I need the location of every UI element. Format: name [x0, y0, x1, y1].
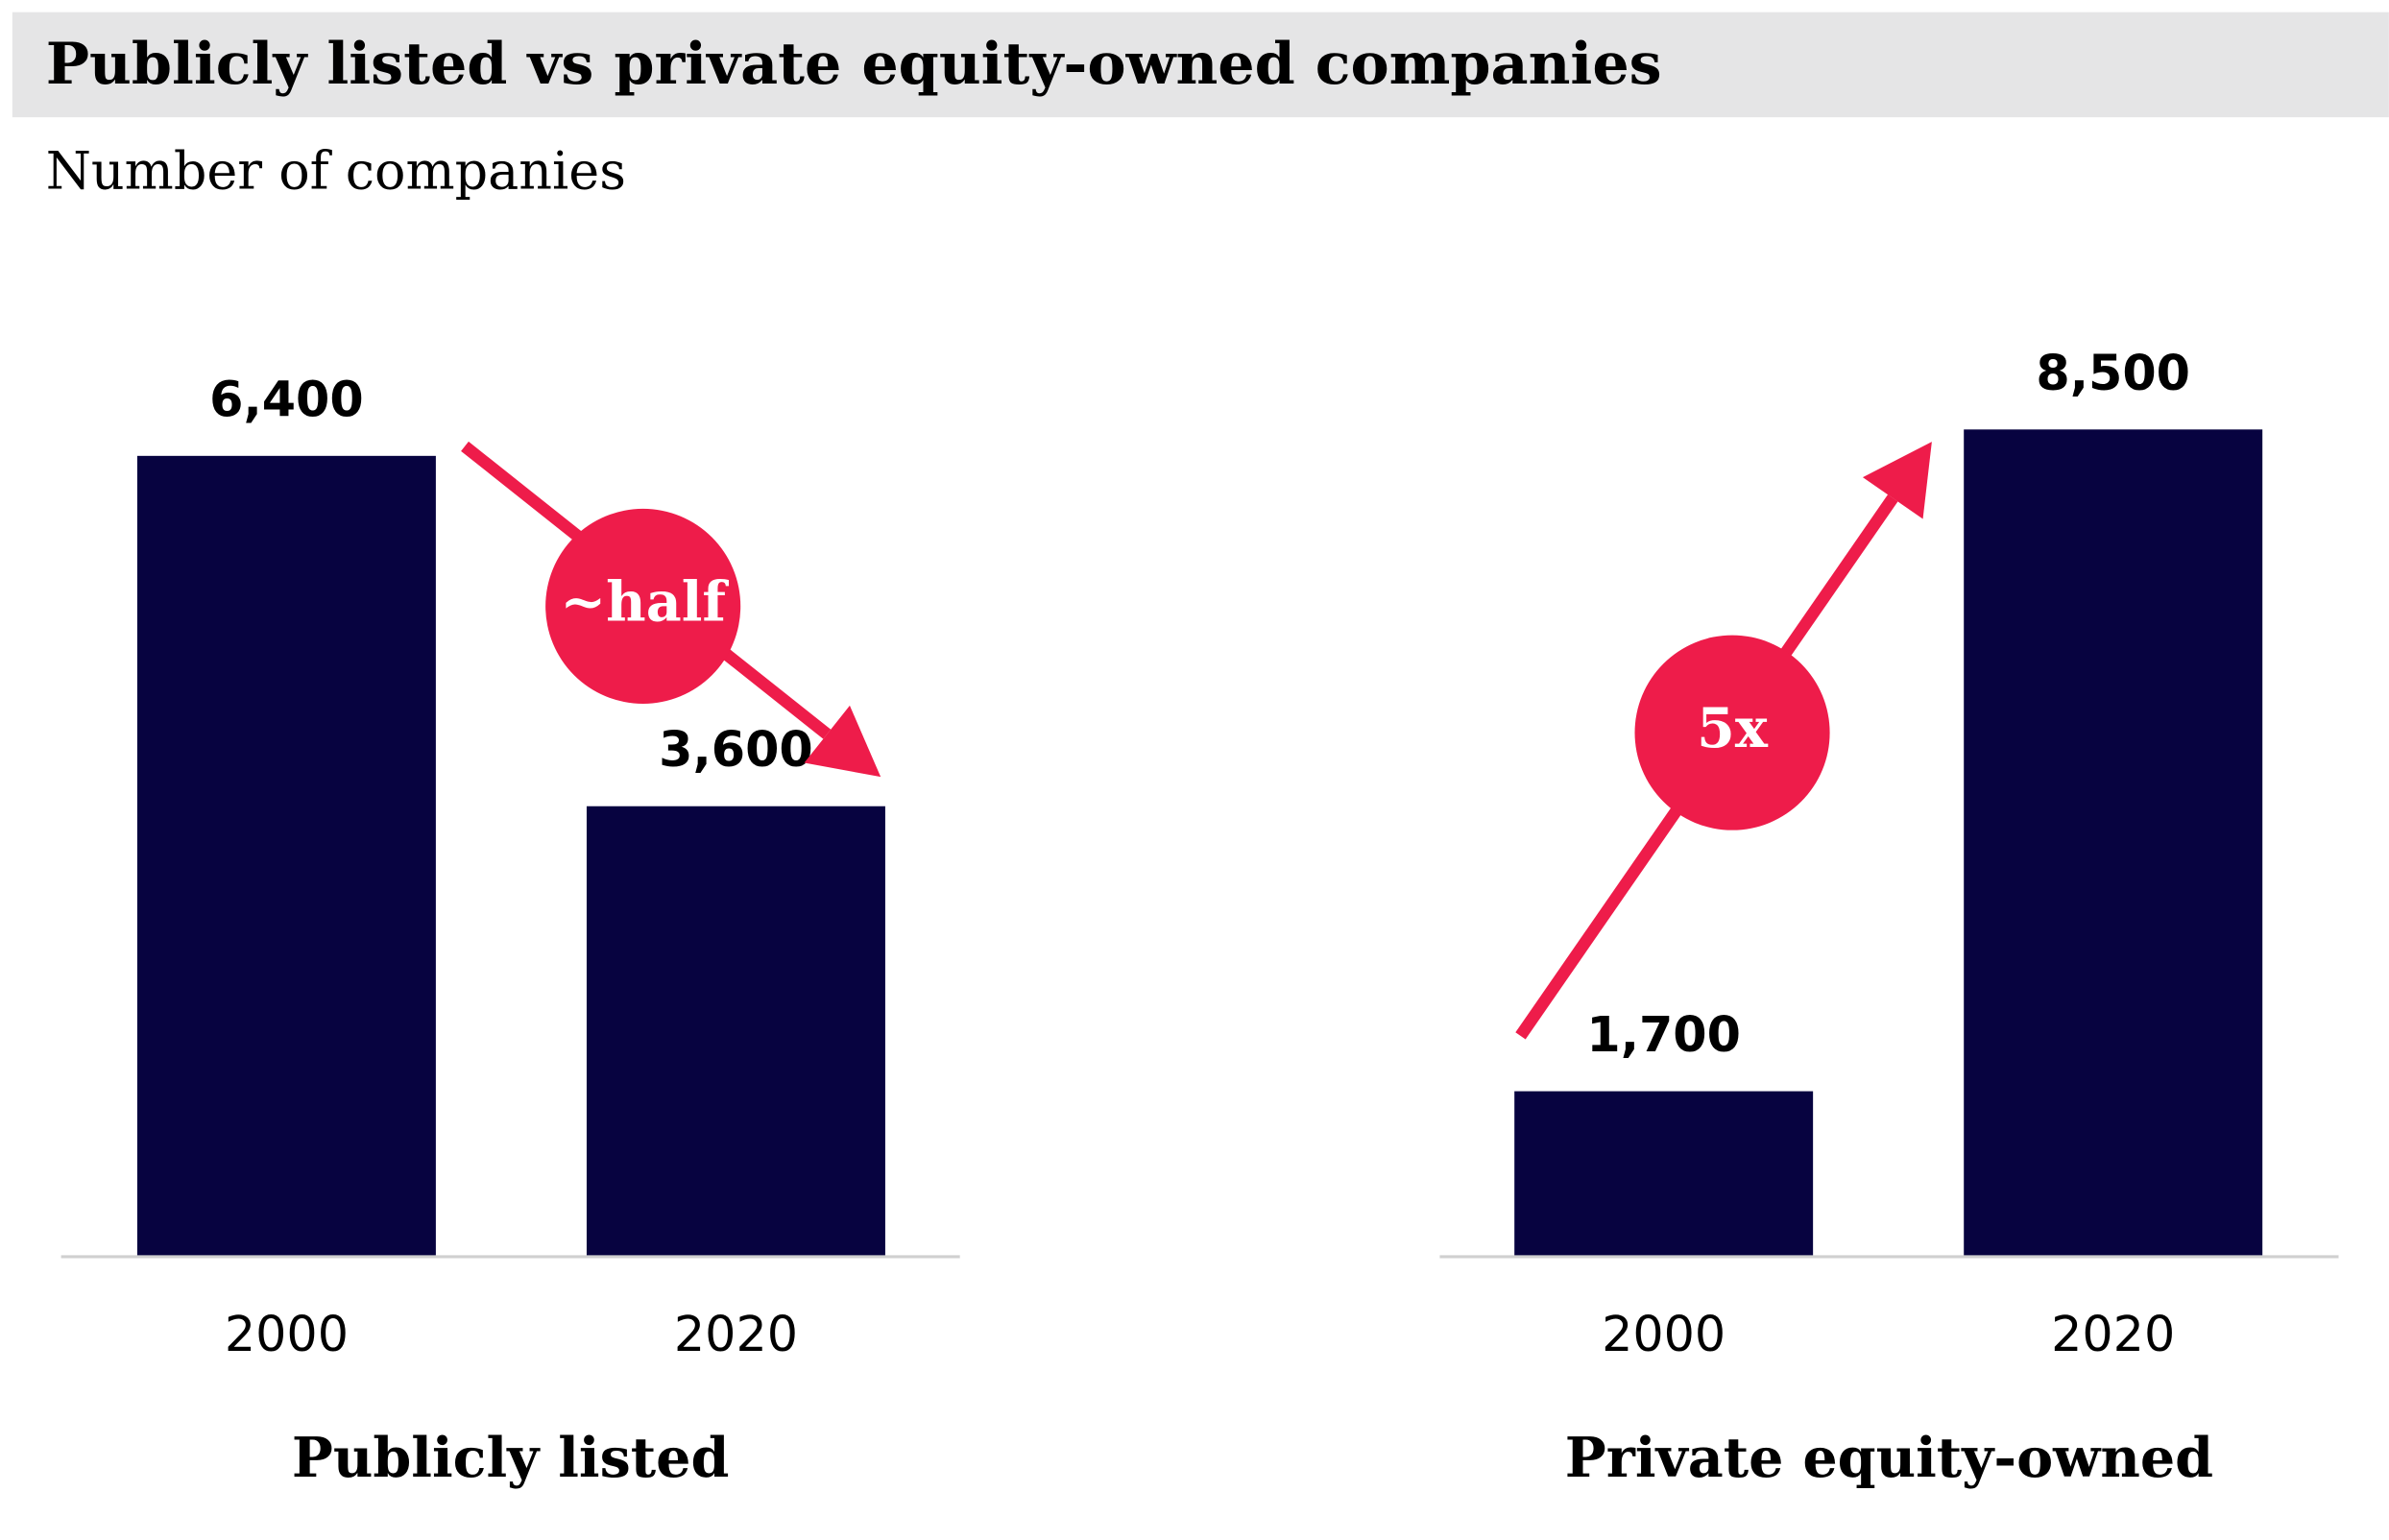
value-label: 1,700	[1586, 1006, 1741, 1063]
value-label: 3,600	[659, 721, 813, 778]
annotation-badge	[1634, 635, 1830, 830]
annotation-arrowhead	[804, 705, 881, 778]
chart-title: Publicly listed	[292, 1426, 730, 1490]
annotation-label: ~half	[560, 569, 729, 634]
annotation-arrowhead	[1862, 442, 1932, 519]
x-tick-label: 2000	[225, 1306, 349, 1362]
annotation-label: 5x	[1697, 696, 1769, 760]
bar	[586, 806, 885, 1257]
value-label: 8,500	[2036, 345, 2190, 401]
chart-title: Publicly listed vs private equity-owned …	[46, 30, 1662, 98]
x-tick-label: 2020	[674, 1306, 798, 1362]
title-band	[12, 12, 2389, 118]
chart-subtitle: Number of companies	[46, 140, 626, 201]
bar	[1514, 1091, 1814, 1257]
annotation-badge	[545, 508, 741, 704]
x-tick-label: 2020	[2051, 1306, 2175, 1362]
chart-title: Private equity-owned	[1565, 1426, 2213, 1490]
value-label: 6,400	[209, 371, 364, 427]
x-tick-label: 2000	[1602, 1306, 1725, 1362]
bar	[136, 455, 436, 1257]
bar	[1964, 429, 2263, 1257]
